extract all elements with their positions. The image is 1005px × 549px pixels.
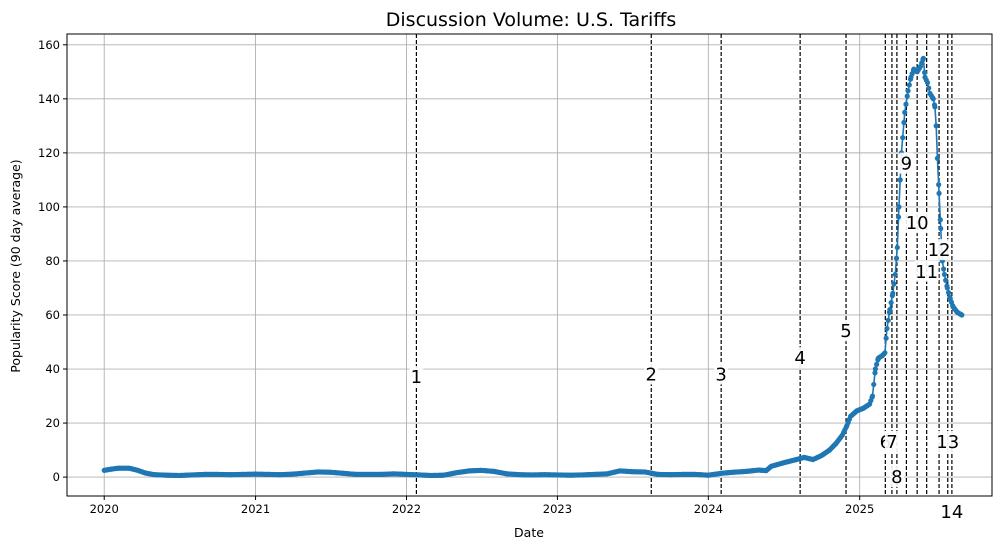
event-label-10: 10 xyxy=(906,213,929,234)
event-label-2: 2 xyxy=(646,364,657,385)
data-point xyxy=(872,370,878,376)
x-tick-label: 2025 xyxy=(845,502,874,516)
y-tick-label: 20 xyxy=(45,416,60,430)
y-tick-label: 140 xyxy=(38,92,60,106)
data-point xyxy=(900,135,906,141)
data-point xyxy=(959,312,965,318)
y-tick-label: 100 xyxy=(38,200,60,214)
data-point xyxy=(930,96,936,102)
data-point xyxy=(897,177,903,183)
data-point xyxy=(924,80,931,86)
event-label-13: 13 xyxy=(936,432,959,453)
data-point xyxy=(944,285,950,291)
data-point xyxy=(941,271,948,278)
data-point xyxy=(945,290,952,296)
data-point xyxy=(920,55,926,61)
data-point xyxy=(903,101,909,107)
x-tick-label: 2021 xyxy=(241,502,270,516)
event-label-bg xyxy=(409,366,424,388)
data-point xyxy=(938,225,944,232)
event-label-bg xyxy=(899,152,914,174)
data-point xyxy=(904,93,910,99)
x-tick-label: 2022 xyxy=(392,502,421,516)
data-point xyxy=(872,366,878,372)
event-label-bg xyxy=(935,430,960,452)
grid xyxy=(67,34,992,496)
y-tick-label: 0 xyxy=(53,470,60,484)
data-point xyxy=(890,290,896,296)
data-point xyxy=(884,325,890,332)
event-label-bg xyxy=(839,320,854,342)
data-point xyxy=(901,119,907,126)
event-label-14: 14 xyxy=(940,502,963,523)
data-point xyxy=(936,182,942,188)
event-label-3: 3 xyxy=(715,364,726,385)
data-point xyxy=(933,123,939,129)
data-point xyxy=(895,214,902,220)
x-tick-label: 2024 xyxy=(694,502,723,516)
data-point xyxy=(905,88,911,94)
data-point xyxy=(882,350,888,356)
x-tick-label: 2023 xyxy=(543,502,572,516)
data-point xyxy=(934,155,941,161)
event-label-bg xyxy=(884,430,899,452)
data-point xyxy=(922,69,928,76)
series-line xyxy=(104,58,963,477)
event-labels: 1234567891011121314 xyxy=(409,152,964,523)
data-point xyxy=(891,281,897,287)
data-point xyxy=(894,244,900,251)
event-label-bg xyxy=(914,260,939,282)
chart-title: Discussion Volume: U.S. Tariffs xyxy=(386,9,676,31)
data-point xyxy=(941,266,947,272)
y-tick-label: 60 xyxy=(45,308,60,322)
event-label-8: 8 xyxy=(891,467,902,488)
data-point xyxy=(932,104,938,110)
event-label-bg xyxy=(714,363,729,385)
event-label-12: 12 xyxy=(928,240,951,261)
data-point xyxy=(926,85,932,91)
axes: 0 20 40 60 80 100 120 140 160 2020 2021 2022 2023 202… xyxy=(38,38,874,516)
data-point xyxy=(943,277,949,283)
data-point xyxy=(936,190,942,196)
data-point xyxy=(883,335,889,341)
data-point xyxy=(874,361,880,367)
event-label-7: 7 xyxy=(886,432,897,453)
data-point xyxy=(888,300,894,306)
event-label-4: 4 xyxy=(794,348,805,369)
x-axis-title: Date xyxy=(514,525,544,540)
event-label-bg xyxy=(927,239,952,261)
data-point xyxy=(893,255,900,261)
plot-frame xyxy=(66,33,993,497)
event-label-bg xyxy=(905,212,930,234)
y-tick-label: 160 xyxy=(38,38,60,52)
series xyxy=(101,55,965,479)
event-label-bg xyxy=(939,501,964,523)
data-point xyxy=(892,271,898,278)
y-tick-label: 40 xyxy=(45,362,60,376)
event-label-11: 11 xyxy=(915,262,938,283)
data-point xyxy=(887,306,893,313)
event-label-1: 1 xyxy=(411,367,422,388)
y-axis-title: Popularity Score (90 day average) xyxy=(8,159,23,372)
y-tick-label: 80 xyxy=(45,254,60,268)
data-point xyxy=(869,393,876,399)
event-label-9: 9 xyxy=(901,154,912,175)
event-lines xyxy=(415,34,953,496)
data-point xyxy=(902,109,908,115)
data-point xyxy=(906,82,912,88)
data-point xyxy=(871,381,877,388)
x-tick-label: 2020 xyxy=(90,502,119,516)
y-tick-label: 120 xyxy=(38,146,60,160)
event-label-bg xyxy=(644,363,659,385)
data-point xyxy=(937,217,943,223)
data-point xyxy=(885,317,891,323)
event-label-bg xyxy=(793,347,808,369)
event-label-bg xyxy=(889,466,904,488)
data-point xyxy=(896,204,902,210)
event-label-5: 5 xyxy=(840,321,851,342)
